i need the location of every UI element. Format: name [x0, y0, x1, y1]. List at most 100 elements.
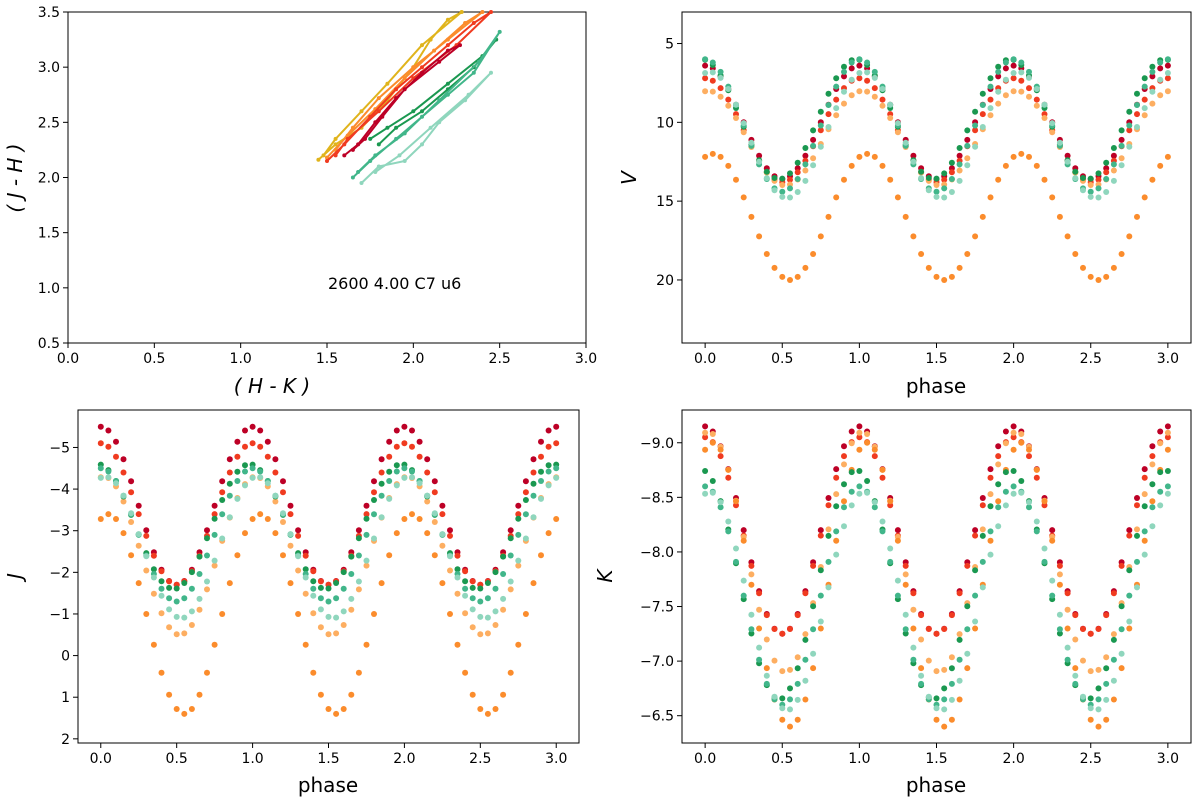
data-point: [211, 557, 218, 564]
data-point: [386, 453, 393, 460]
data-point: [150, 552, 157, 559]
data-point: [1072, 665, 1079, 672]
data-point: [802, 656, 809, 663]
data-point: [902, 611, 909, 618]
data-point: [1064, 644, 1071, 651]
data-point: [1103, 716, 1110, 723]
data-point: [1002, 59, 1009, 66]
y-axis-label: ( J - H ): [3, 143, 27, 212]
data-point: [894, 194, 901, 201]
data-point: [401, 440, 408, 447]
data-point: [1118, 562, 1125, 569]
data-point: [166, 584, 173, 591]
data-point: [833, 528, 840, 535]
data-point: [538, 468, 544, 475]
data-point: [345, 136, 350, 141]
data-point: [972, 127, 979, 134]
data-point: [933, 705, 940, 712]
data-point: [462, 669, 469, 676]
data-point: [864, 150, 871, 157]
data-point: [530, 480, 537, 487]
data-point: [1110, 167, 1117, 174]
x-tick-label: 0.5: [166, 751, 188, 767]
y-tick-label: −6.5: [640, 709, 674, 725]
data-point: [393, 427, 400, 434]
data-point: [964, 162, 971, 169]
x-tick-label: 2.0: [1002, 351, 1024, 367]
data-point: [356, 142, 361, 147]
data-point: [848, 488, 855, 495]
data-point: [1134, 526, 1140, 533]
data-point: [105, 468, 112, 475]
data-point: [841, 523, 847, 530]
data-point: [1141, 83, 1148, 90]
data-point: [1010, 70, 1017, 76]
data-point: [1134, 532, 1140, 539]
y-tick-label: 1.5: [38, 226, 60, 242]
data-point: [825, 102, 832, 108]
data-point: [1080, 626, 1086, 632]
series-lightgreen: [702, 489, 1171, 713]
data-point: [325, 706, 332, 712]
data-point: [787, 194, 793, 201]
data-point: [507, 578, 514, 585]
data-point: [477, 631, 484, 638]
data-point: [445, 43, 450, 48]
data-point: [257, 511, 264, 518]
data-point: [120, 530, 127, 537]
y-axis-label: K: [593, 568, 617, 583]
data-point: [97, 440, 104, 447]
data-point: [489, 70, 493, 75]
data-point: [522, 611, 529, 617]
data-point: [1110, 590, 1117, 597]
data-point: [779, 668, 786, 675]
data-point: [196, 553, 203, 560]
data-point: [1164, 62, 1171, 69]
y-axis-label: J: [3, 573, 27, 583]
x-tick-label: 0.0: [57, 351, 79, 367]
data-point: [794, 169, 801, 176]
data-point: [864, 478, 871, 484]
data-point: [310, 592, 317, 599]
data-point: [941, 194, 948, 201]
data-point: [956, 167, 963, 174]
data-point: [348, 571, 355, 577]
data-point: [363, 557, 370, 564]
data-point: [725, 528, 732, 535]
data-point: [113, 453, 119, 460]
data-point: [756, 656, 763, 663]
data-point: [211, 562, 218, 569]
data-point: [1126, 143, 1133, 150]
data-point: [702, 446, 709, 453]
data-point: [128, 519, 135, 525]
data-point: [492, 585, 499, 592]
data-point: [120, 456, 127, 463]
data-point: [910, 656, 917, 663]
data-point: [941, 170, 948, 177]
data-point: [925, 264, 932, 271]
data-point: [393, 468, 400, 475]
data-point: [918, 636, 925, 643]
model-annotation: 2600 4.00 C7 u6: [328, 274, 461, 293]
data-point: [1002, 488, 1009, 495]
data-point: [1026, 446, 1032, 453]
data-point: [97, 474, 104, 481]
data-point: [763, 175, 770, 182]
data-point: [918, 665, 925, 672]
data-point: [409, 511, 415, 518]
data-point: [771, 657, 778, 664]
y-tick-label: −3: [49, 524, 70, 540]
data-point: [810, 251, 817, 257]
data-point: [810, 626, 817, 633]
data-point: [401, 516, 408, 522]
data-point: [447, 553, 453, 560]
data-point: [1149, 504, 1156, 511]
series-line-orange: [326, 11, 484, 159]
data-point: [787, 176, 793, 183]
data-point: [1010, 423, 1017, 430]
data-point: [1095, 277, 1102, 283]
data-point: [1033, 518, 1040, 525]
data-point: [234, 495, 241, 502]
data-point: [515, 641, 522, 648]
data-point: [1080, 693, 1086, 700]
